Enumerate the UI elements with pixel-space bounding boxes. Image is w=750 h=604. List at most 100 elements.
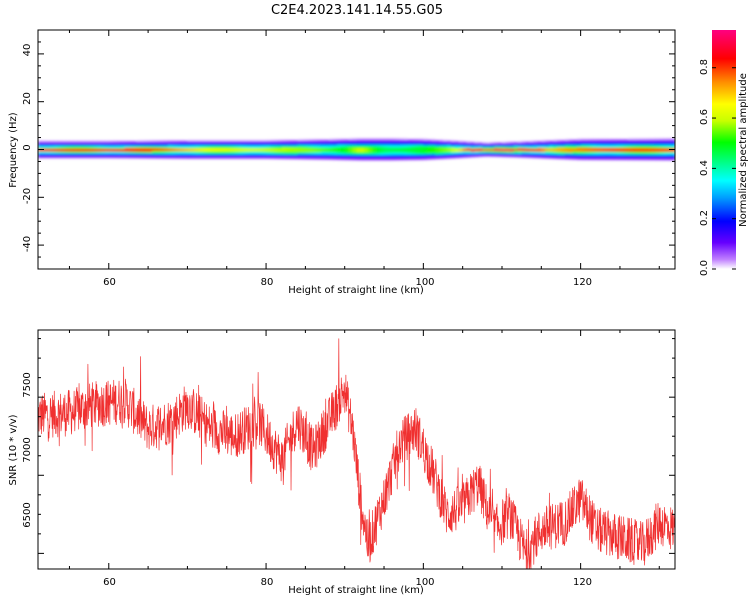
spectrogram-cell	[325, 158, 330, 160]
spectrogram-cell	[568, 148, 574, 151]
spectrogram-cell	[250, 143, 255, 145]
spectrogram-cell	[214, 140, 220, 142]
spectrogram-cell	[266, 156, 271, 159]
spectrogram-cell	[159, 156, 165, 158]
spectrogram-cell	[340, 148, 346, 150]
spectrogram-cell	[651, 145, 656, 148]
spectrogram-cell	[387, 140, 393, 142]
spectrogram-cell	[415, 139, 420, 142]
spectrogram-cell	[667, 145, 672, 148]
spectrogram-cell	[301, 153, 306, 155]
spectrogram-cell	[77, 151, 82, 153]
spectrogram-cell	[423, 146, 428, 148]
spectrogram-cell	[651, 143, 656, 146]
spectrogram-cell	[529, 151, 534, 153]
spectrogram-cell	[104, 146, 110, 148]
spectrogram-cell	[57, 149, 62, 151]
spectrogram-cell	[647, 138, 652, 140]
spectrogram-cell	[65, 143, 70, 145]
spectrogram-cell	[667, 151, 672, 153]
spectrogram-cell	[423, 154, 428, 157]
spectrogram-cell	[100, 143, 106, 145]
spectrogram-cell	[269, 151, 275, 154]
spectrogram-cell	[100, 148, 106, 150]
spectrogram-cell	[403, 151, 409, 153]
spectrogram-cell	[415, 148, 420, 150]
spectrogram-cell	[120, 149, 125, 151]
spectrogram-cell	[439, 154, 444, 156]
spectrogram-cell	[651, 152, 656, 154]
spectrogram-cell	[293, 153, 298, 155]
spectrogram-cell	[207, 140, 212, 142]
spectrogram-cell	[505, 153, 511, 155]
spectrogram-cell	[525, 151, 530, 154]
spectrogram-cell	[140, 147, 145, 150]
spectrogram-cell	[57, 152, 62, 154]
spectrogram-cell	[340, 150, 346, 152]
spectrogram-cell	[458, 142, 464, 144]
spectrogram-cell	[293, 147, 298, 149]
spectrogram-cell	[631, 156, 637, 158]
spectrogram-cell	[136, 156, 141, 158]
spectrogram-cell	[478, 145, 483, 147]
spectrogram-cell	[498, 150, 503, 153]
spectrogram-cell	[647, 151, 652, 153]
spectrogram-cell	[96, 146, 102, 148]
spectrogram-cell	[352, 138, 357, 140]
spectrogram-cell	[313, 156, 318, 158]
spectrogram-cell	[655, 147, 660, 150]
spectrogram-cell	[85, 141, 90, 143]
spectrogram-cell	[218, 142, 224, 144]
spectrogram-cell	[301, 150, 306, 152]
spectrogram-cell	[419, 152, 424, 154]
spectrogram-cell	[195, 154, 200, 157]
spectrogram-cell	[155, 143, 161, 145]
spectrogram-cell	[439, 149, 444, 151]
spectrogram-cell	[356, 157, 361, 159]
spectrogram-cell	[254, 139, 259, 141]
spectrogram-cell	[612, 156, 617, 158]
spectrogram-cell	[132, 143, 137, 146]
spectrogram-cell	[443, 152, 448, 155]
spectrogram-cell	[486, 141, 491, 144]
spectrogram-cell	[450, 157, 456, 159]
spectrogram-cell	[639, 138, 644, 140]
spectrogram-cell	[41, 155, 47, 158]
spectrogram-cell	[568, 142, 574, 144]
spectrogram-cell	[120, 141, 125, 144]
spectrogram-cell	[364, 143, 369, 145]
spectrogram-cell	[395, 147, 401, 150]
spectrogram-cell	[387, 138, 393, 140]
spectrogram-cell	[427, 147, 432, 150]
spectrogram-cell	[580, 155, 585, 157]
spectrogram-cell	[73, 142, 78, 144]
spectrogram-cell	[356, 154, 361, 156]
spectrogram-cell	[301, 142, 306, 145]
spectrogram-cell	[564, 148, 570, 151]
spectrogram-cell	[155, 145, 161, 148]
spectrogram-cell	[301, 139, 306, 141]
spectrogram-cell	[285, 151, 291, 153]
spectrogram-cell	[100, 154, 106, 156]
spectrogram-cell	[281, 140, 287, 143]
spectrogram-cell	[269, 147, 275, 149]
spectrogram-cell	[136, 141, 141, 144]
spectrogram-cell	[57, 154, 62, 156]
spectrogram-cell	[226, 139, 232, 141]
spectrogram-cell	[466, 143, 471, 146]
spectrogram-cell	[234, 149, 239, 151]
spectrogram-cell	[226, 147, 232, 149]
spectrogram-cell	[73, 152, 78, 154]
spectrogram-cell	[407, 158, 412, 160]
spectrogram-cell	[501, 154, 507, 157]
spectrogram-cell	[537, 149, 542, 151]
spectrogram-cell	[553, 156, 558, 159]
spectrogram-cell	[612, 158, 617, 160]
spectrogram-cell	[509, 143, 515, 145]
spectrogram-cell	[623, 140, 629, 143]
spectrogram-cell	[136, 152, 141, 154]
spectrogram-cell	[663, 142, 668, 145]
spectrogram-cell	[100, 152, 106, 154]
spectrogram-cell	[85, 156, 90, 159]
spectrogram-cell	[474, 152, 479, 155]
